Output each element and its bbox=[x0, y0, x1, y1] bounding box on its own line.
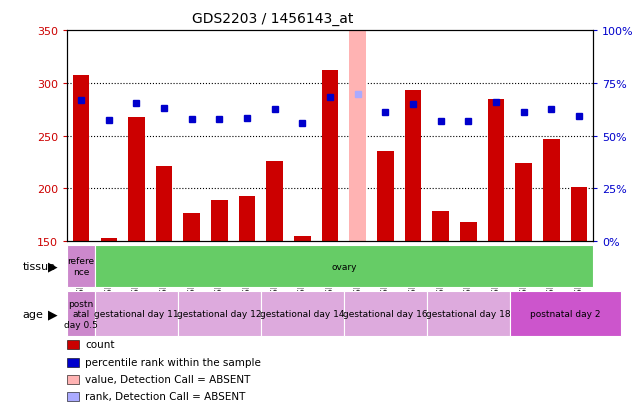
Bar bbox=[178, 291, 261, 337]
Bar bbox=[67, 291, 95, 337]
Text: refere
nce: refere nce bbox=[67, 257, 95, 276]
Text: ▶: ▶ bbox=[47, 260, 58, 273]
Text: rank, Detection Call = ABSENT: rank, Detection Call = ABSENT bbox=[85, 392, 246, 401]
Bar bbox=[570, 188, 587, 242]
Bar bbox=[128, 117, 145, 242]
Text: gestational day 12: gestational day 12 bbox=[177, 309, 262, 318]
Text: ovary: ovary bbox=[331, 262, 356, 271]
Bar bbox=[433, 211, 449, 242]
Bar bbox=[239, 196, 255, 242]
Text: ▶: ▶ bbox=[47, 307, 58, 320]
Text: gestational day 16: gestational day 16 bbox=[343, 309, 428, 318]
Bar bbox=[101, 238, 117, 242]
Text: count: count bbox=[85, 339, 115, 349]
Text: GDS2203 / 1456143_at: GDS2203 / 1456143_at bbox=[192, 12, 354, 26]
Bar bbox=[67, 246, 95, 287]
Bar bbox=[427, 291, 510, 337]
Bar bbox=[73, 76, 90, 242]
Text: postnatal day 2: postnatal day 2 bbox=[530, 309, 601, 318]
Bar bbox=[294, 236, 311, 242]
Bar bbox=[349, 31, 366, 242]
Text: tissue: tissue bbox=[22, 261, 55, 271]
Text: value, Detection Call = ABSENT: value, Detection Call = ABSENT bbox=[85, 374, 251, 384]
Bar bbox=[460, 223, 477, 242]
Text: age: age bbox=[22, 309, 44, 319]
Bar bbox=[211, 201, 228, 242]
Text: gestational day 18: gestational day 18 bbox=[426, 309, 511, 318]
Bar bbox=[261, 291, 344, 337]
Bar bbox=[344, 291, 427, 337]
Text: postn
atal
day 0.5: postn atal day 0.5 bbox=[64, 299, 98, 329]
Bar bbox=[183, 213, 200, 242]
Bar bbox=[405, 91, 421, 242]
Bar bbox=[322, 71, 338, 242]
Bar bbox=[267, 161, 283, 242]
Bar bbox=[488, 100, 504, 242]
Bar bbox=[156, 167, 172, 242]
Bar bbox=[543, 140, 560, 242]
Bar bbox=[510, 291, 620, 337]
Text: percentile rank within the sample: percentile rank within the sample bbox=[85, 357, 261, 367]
Text: gestational day 11: gestational day 11 bbox=[94, 309, 179, 318]
Bar bbox=[515, 164, 532, 242]
Text: gestational day 14: gestational day 14 bbox=[260, 309, 345, 318]
Bar bbox=[377, 152, 394, 242]
Bar bbox=[95, 291, 178, 337]
